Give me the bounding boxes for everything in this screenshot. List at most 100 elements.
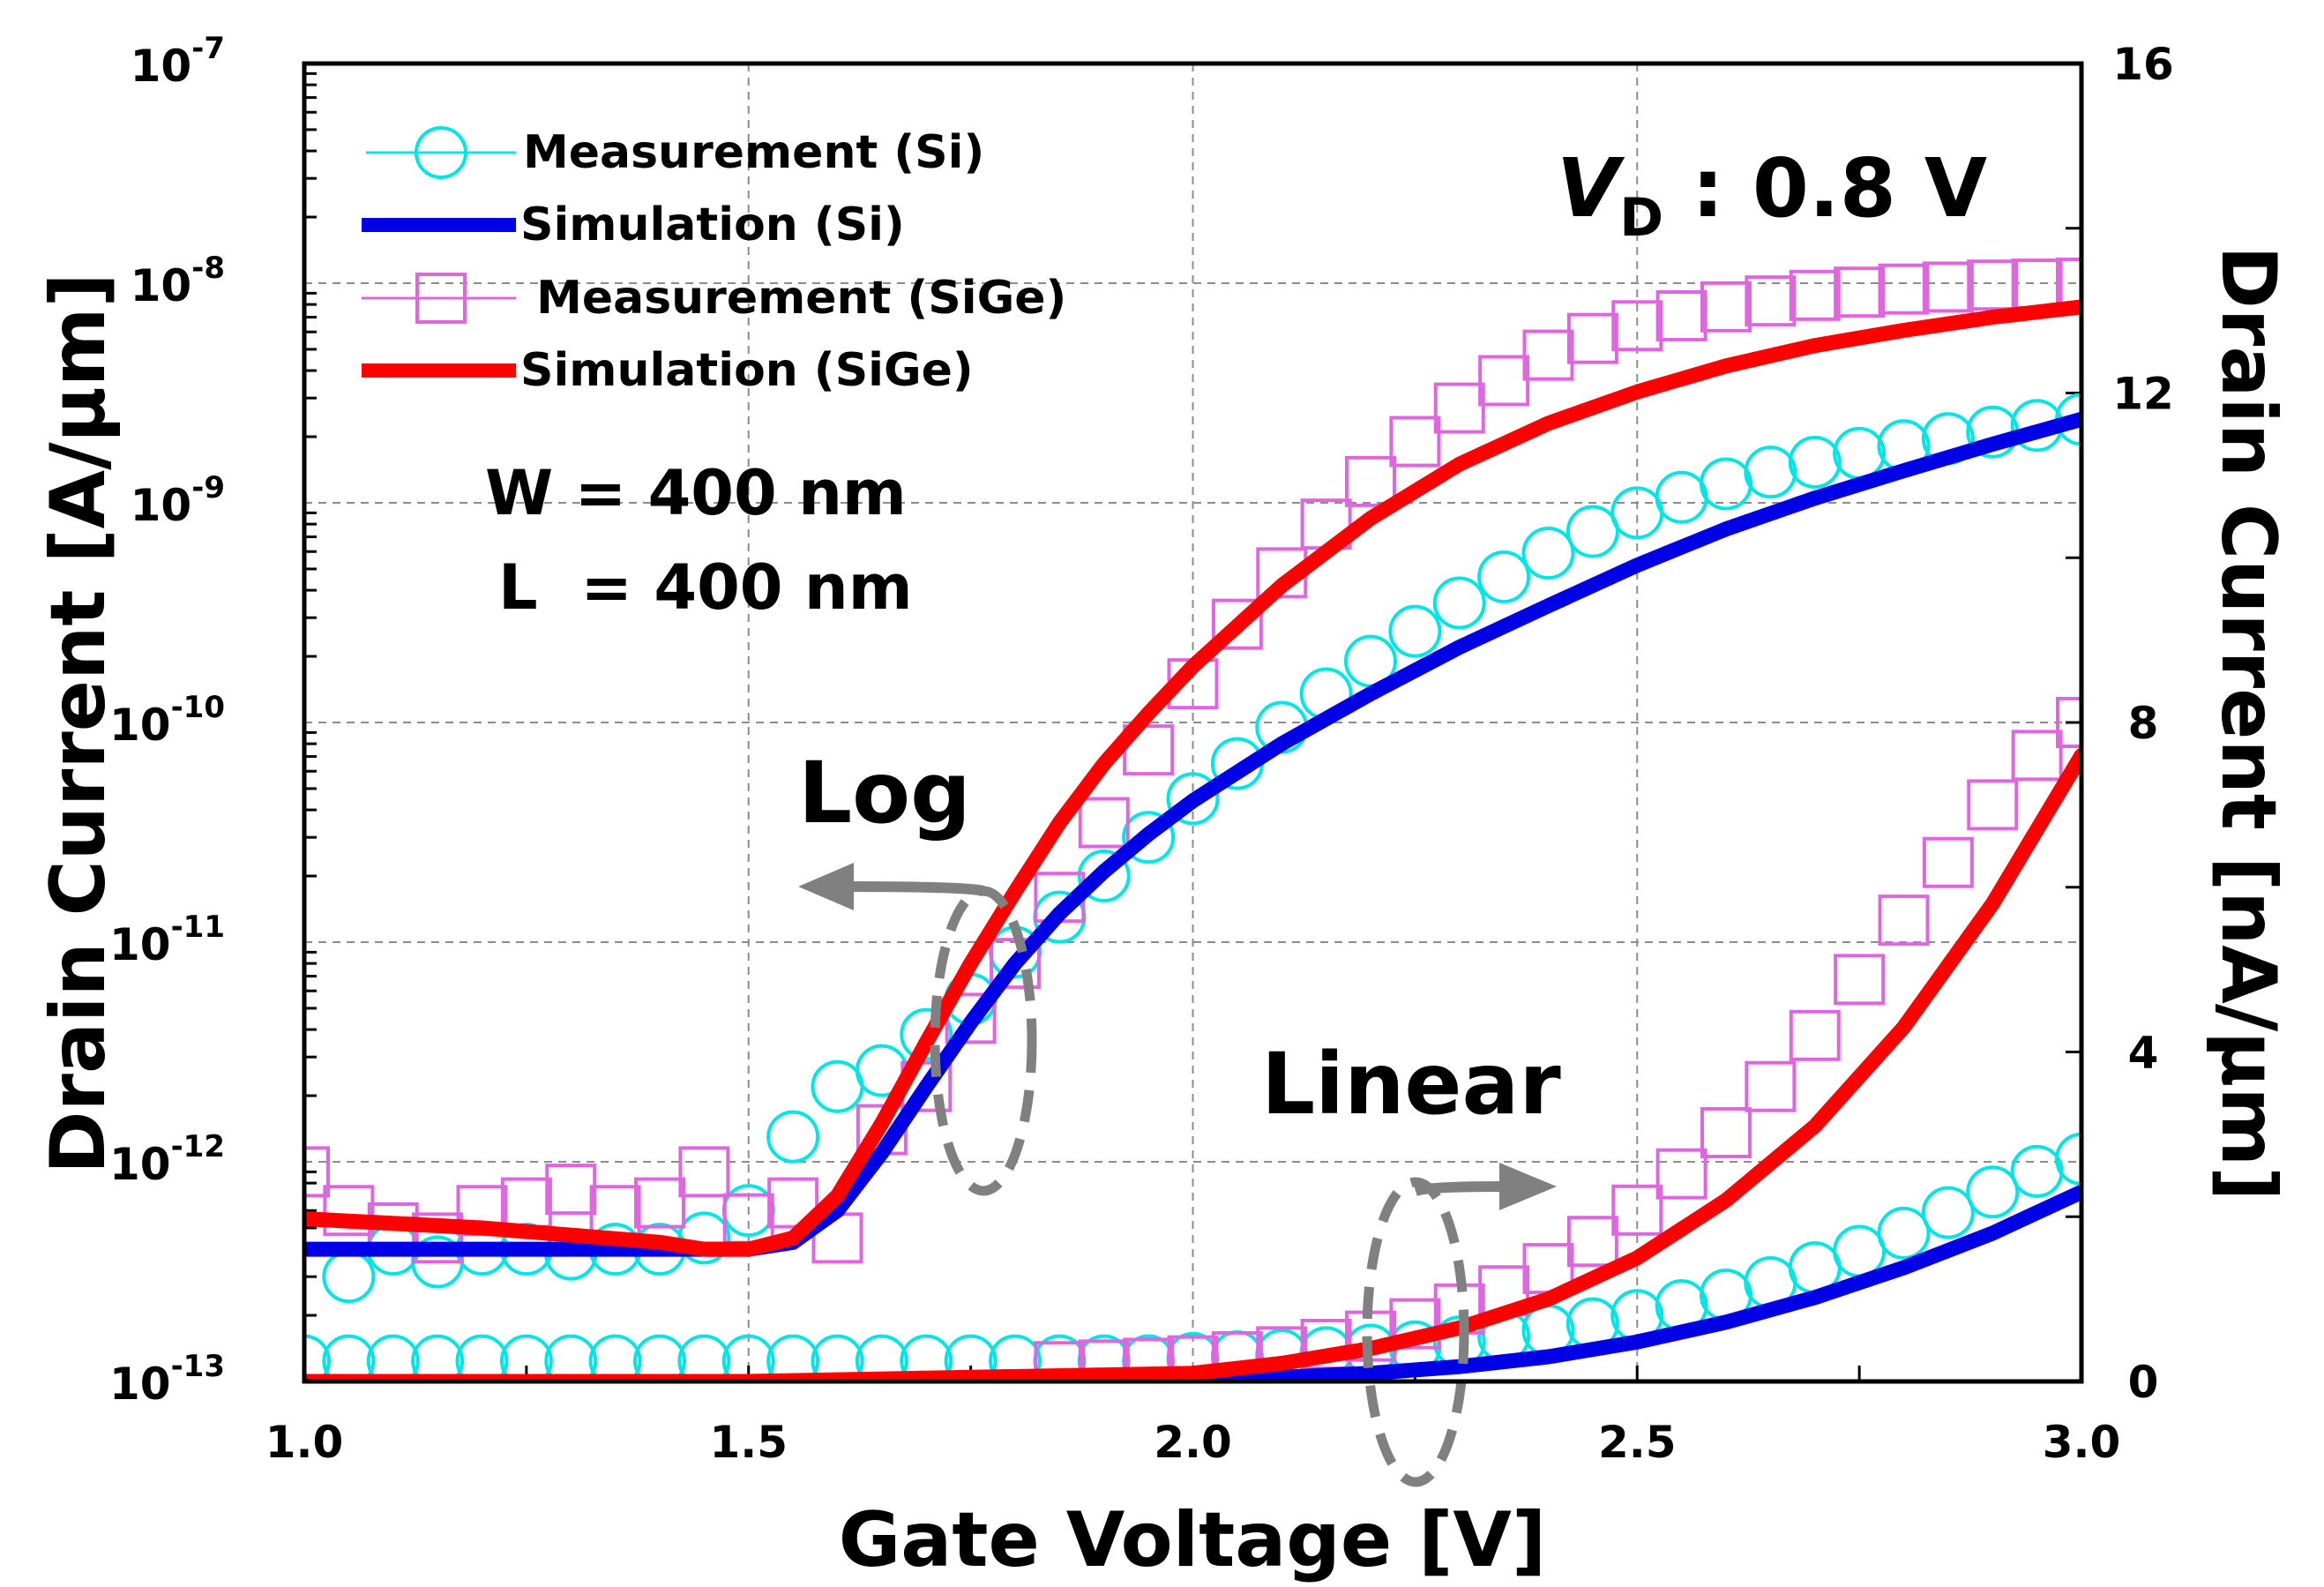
legend-item-simulation-sige: Simulation (SiGe) [362,344,974,397]
series-6 [1034,697,2081,1381]
plot-frame [302,61,2084,1384]
circle-marker-icon [415,126,467,179]
data-point-square [304,1146,330,1198]
data-point-square [678,1146,730,1198]
data-point-circle [766,1334,820,1381]
data-point-square [1123,1337,1175,1381]
data-point-square [1655,290,1708,342]
data-point-circle [366,1334,420,1381]
y-left-tick-label: 10-9 [131,470,225,531]
data-point-square [2011,730,2063,782]
data-point-square [2056,697,2081,748]
y-right-tick-label: 8 [2128,698,2159,749]
data-point-circle [544,1334,598,1381]
vd-subscript: D [1619,187,1663,249]
vd-value: : 0.8 V [1663,141,1987,236]
y-left-tick-label: 10-10 [109,690,225,751]
data-point-circle [989,1334,1042,1381]
data-point-square [323,1185,375,1237]
data-point-square [634,1177,685,1229]
data-point-square [1034,1341,1086,1381]
data-point-square [1745,275,1797,327]
data-point-square [1078,797,1130,849]
y-right-tick-label: 4 [2128,1028,2159,1079]
data-point-circle [855,1334,908,1381]
legend: Measurement (Si) Simulation (Si) Measure… [362,126,1066,397]
data-point-circle [1833,426,1887,480]
data-point-square [1967,779,2019,831]
data-point-square [1566,1216,1618,1268]
data-point-circle [900,1007,953,1061]
data-point-square [1922,836,1974,888]
data-point-square [1922,261,1974,313]
x-tick-label: 2.5 [1598,1417,1677,1468]
data-point-circle [322,1334,376,1381]
data-point-circle [766,1110,820,1164]
data-point-square [1522,329,1574,381]
data-point-square [2056,258,2081,309]
data-point-circle [322,1250,376,1304]
data-point-circle [1655,470,1708,524]
data-point-square [1745,1060,1797,1112]
data-point-square [1789,1009,1841,1061]
data-point-square [1433,382,1485,434]
series-7 [304,747,2081,1381]
data-point-circle [304,1334,331,1381]
series-3 [304,299,2081,1257]
y-left-tick-label: 10-12 [109,1129,225,1190]
length-annotation: L = 400 nm [498,551,913,624]
data-point-circle [1388,604,1442,658]
data-point-square [1655,1148,1708,1200]
data-point-square [1611,300,1663,352]
data-point-square [589,1185,641,1237]
data-point-circle [2010,1144,2064,1198]
data-point-circle [1700,457,1752,511]
data-point-circle [1788,436,1842,490]
data-point-square [1389,415,1441,468]
series-line [304,299,2081,1257]
y-left-tick-labels: 10-13 10-12 10-11 10-10 10-9 10-8 10-7 [109,31,225,1410]
linear-annotation [1362,1163,1557,1487]
width-annotation: W = 400 nm [485,457,907,529]
data-point-circle [2055,1132,2081,1186]
data-point-square [1700,281,1752,333]
vd-condition: VD : 0.8 V [1557,141,1987,249]
data-point-circle [1966,1165,2020,1219]
data-point-circle [811,1059,864,1113]
legend-item-measurement-si: Measurement (Si) [366,126,984,179]
data-point-circle [633,1334,686,1381]
data-point-circle [677,1334,731,1381]
y-left-tick-label: 10-7 [131,31,225,92]
data-point-circle [1833,1224,1887,1278]
y-left-tick-label: 10-11 [109,910,225,970]
data-point-circle [588,1334,642,1381]
data-point-square [1878,895,1930,947]
x-tick-label: 1.0 [265,1417,344,1468]
x-tick-label: 1.5 [709,1417,788,1468]
data-point-square [1834,266,1886,318]
data-point-circle [1477,550,1531,603]
vd-symbol: V [1557,141,1625,236]
y-right-axis-title: Drain Current [nA/μm] [2204,246,2292,1201]
data-point-circle [455,1334,509,1381]
y-right-tick-label: 16 [2112,39,2174,90]
data-point-square [1789,269,1841,321]
data-point-circle [1521,527,1575,580]
data-point-square [1345,455,1396,507]
data-point-square [1878,263,1930,315]
log-arrow [846,881,985,896]
data-point-circle [1432,576,1486,630]
y-left-axis-title: Drain Current [A/μm] [34,273,123,1174]
data-point-square [1566,312,1618,364]
data-point-square [500,1177,552,1229]
data-point-circle [1877,1206,1931,1260]
data-point-square [2011,258,2063,311]
y-left-tick-label: 10-13 [109,1349,225,1410]
data-point-square [1211,598,1263,650]
y-right-tick-label: 12 [2112,369,2174,420]
series-line [304,747,2081,1381]
data-point-square [1967,259,2019,311]
data-point-square [1167,1335,1219,1381]
data-point-square [767,1177,819,1229]
